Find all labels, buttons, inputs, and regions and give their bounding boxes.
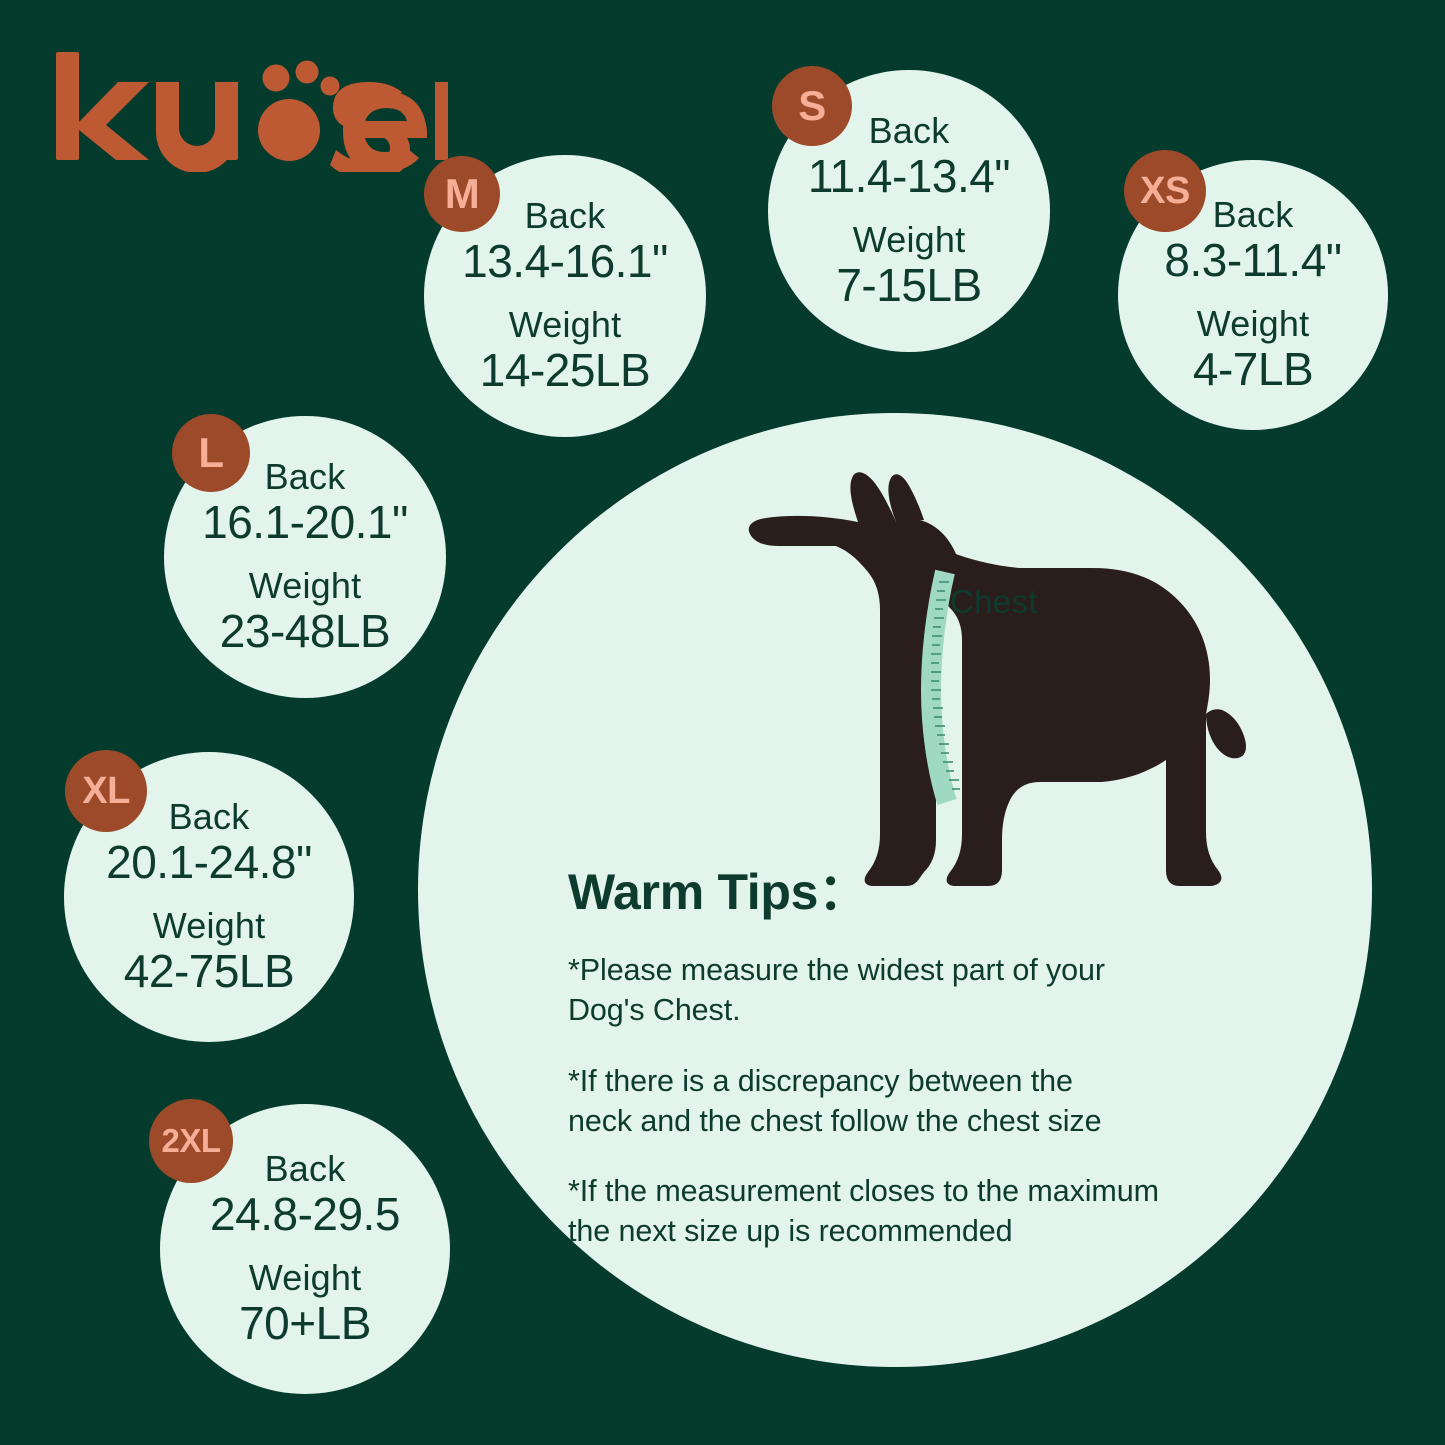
warm-tips-title: Warm Tips：: [568, 864, 868, 920]
size-bubble-s: Back 11.4-13.4" Weight 7-15LB: [768, 70, 1050, 352]
back-value: 20.1-24.8": [106, 836, 312, 889]
back-value: 8.3-11.4": [1164, 234, 1342, 287]
weight-value: 4-7LB: [1192, 343, 1314, 396]
warm-tip-item: *Please measure the widest part of your …: [568, 953, 1105, 1028]
weight-label: Weight: [248, 565, 362, 606]
back-label: Back: [168, 796, 250, 838]
weight-label: Weight: [152, 905, 266, 946]
warm-tip-item: *If the measurement closes to the maximu…: [568, 1174, 1159, 1249]
size-badge-l: L: [172, 414, 250, 492]
size-badge-label: XS: [1140, 169, 1190, 212]
warm-tips-section: Warm Tips： *Please measure the widest pa…: [568, 852, 1298, 1252]
back-label: Back: [264, 1148, 346, 1190]
back-label: Back: [868, 110, 950, 152]
size-badge-label: L: [198, 429, 224, 476]
size-badge-m: M: [424, 156, 500, 232]
weight-value: 14-25LB: [479, 344, 651, 397]
size-badge-label: 2XL: [161, 1122, 221, 1159]
weight-label: Weight: [1196, 303, 1310, 344]
weight-label: Weight: [508, 304, 622, 345]
back-label: Back: [264, 456, 346, 498]
measuring-tape-icon: [920, 569, 960, 805]
size-badge-s: S: [772, 66, 852, 146]
dog-silhouette-icon: [740, 460, 1270, 940]
back-value: 13.4-16.1": [462, 235, 668, 288]
chest-label: Chest: [950, 583, 1038, 620]
back-value: 16.1-20.1": [202, 496, 408, 549]
weight-value: 70+LB: [239, 1297, 371, 1350]
back-value: 11.4-13.4": [807, 150, 1011, 203]
size-badge-label: XL: [82, 769, 130, 812]
size-badge-label: M: [444, 170, 480, 217]
size-badge-xs: XS: [1124, 150, 1206, 232]
back-label: Back: [1212, 194, 1294, 236]
size-bubble-xs: Back 8.3-11.4" Weight 4-7LB: [1118, 160, 1388, 430]
size-badge-2xl: 2XL: [149, 1099, 233, 1183]
back-label: Back: [524, 195, 606, 237]
weight-label: Weight: [852, 219, 966, 260]
weight-value: 23-48LB: [219, 605, 391, 658]
size-badge-xl: XL: [65, 750, 147, 832]
weight-value: 42-75LB: [123, 945, 295, 998]
brand-logo: [48, 52, 458, 179]
weight-value: 7-15LB: [836, 259, 982, 312]
weight-label: Weight: [248, 1257, 362, 1298]
size-badge-label: S: [798, 82, 826, 129]
warm-tip-item: *If there is a discrepancy between the n…: [568, 1063, 1102, 1138]
back-value: 24.8-29.5: [210, 1188, 400, 1241]
